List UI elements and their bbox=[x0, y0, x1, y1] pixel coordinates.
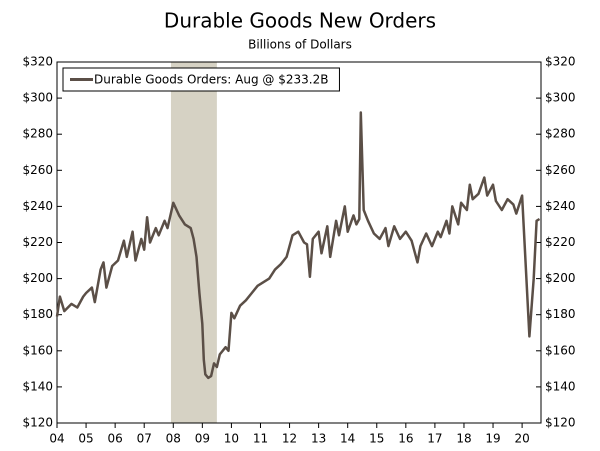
x-tick-label: 08 bbox=[166, 432, 181, 446]
x-tick-label: 16 bbox=[398, 432, 413, 446]
y2-tick-label: $300 bbox=[545, 91, 576, 105]
y2-tick-label: $320 bbox=[545, 55, 576, 69]
y2-tick-label: $180 bbox=[545, 307, 576, 321]
y-tick-label: $120 bbox=[22, 416, 53, 430]
y2-tick-label: $280 bbox=[545, 127, 576, 141]
y-tick-label: $200 bbox=[22, 271, 53, 285]
x-tick-label: 06 bbox=[107, 432, 122, 446]
legend-label: Durable Goods Orders: Aug @ $233.2B bbox=[94, 73, 328, 87]
x-tick-label: 14 bbox=[340, 432, 355, 446]
chart-subtitle: Billions of Dollars bbox=[248, 38, 352, 52]
data-line bbox=[55, 111, 541, 380]
y2-tick-label: $140 bbox=[545, 379, 576, 393]
y2-tick-label: $260 bbox=[545, 163, 576, 177]
x-tick-label: 20 bbox=[514, 432, 529, 446]
y-tick-label: $260 bbox=[22, 163, 53, 177]
y-tick-label: $240 bbox=[22, 199, 53, 213]
y-tick-label: $160 bbox=[22, 343, 53, 357]
x-tick-label: 04 bbox=[49, 432, 64, 446]
x-tick-label: 11 bbox=[253, 432, 268, 446]
y2-tick-label: $120 bbox=[545, 416, 576, 430]
chart-title: Durable Goods New Orders bbox=[164, 9, 436, 33]
y2-tick-label: $200 bbox=[545, 271, 576, 285]
y-tick-label: $300 bbox=[22, 91, 53, 105]
x-tick-label: 10 bbox=[224, 432, 239, 446]
y-tick-label: $320 bbox=[22, 55, 53, 69]
y2-tick-label: $240 bbox=[545, 199, 576, 213]
y-tick-label: $280 bbox=[22, 127, 53, 141]
x-tick-label: 19 bbox=[485, 432, 500, 446]
x-tick-label: 13 bbox=[311, 432, 326, 446]
x-tick-label: 17 bbox=[427, 432, 442, 446]
x-tick-label: 15 bbox=[369, 432, 384, 446]
y-tick-label: $140 bbox=[22, 379, 53, 393]
y2-tick-label: $220 bbox=[545, 235, 576, 249]
x-tick-label: 07 bbox=[137, 432, 152, 446]
y-tick-label: $220 bbox=[22, 235, 53, 249]
y-tick-label: $180 bbox=[22, 307, 53, 321]
x-tick-label: 18 bbox=[456, 432, 471, 446]
y2-tick-label: $160 bbox=[545, 343, 576, 357]
legend-box bbox=[62, 67, 340, 92]
x-tick-label: 12 bbox=[282, 432, 297, 446]
x-tick-label: 05 bbox=[78, 432, 93, 446]
x-tick-label: 09 bbox=[195, 432, 210, 446]
